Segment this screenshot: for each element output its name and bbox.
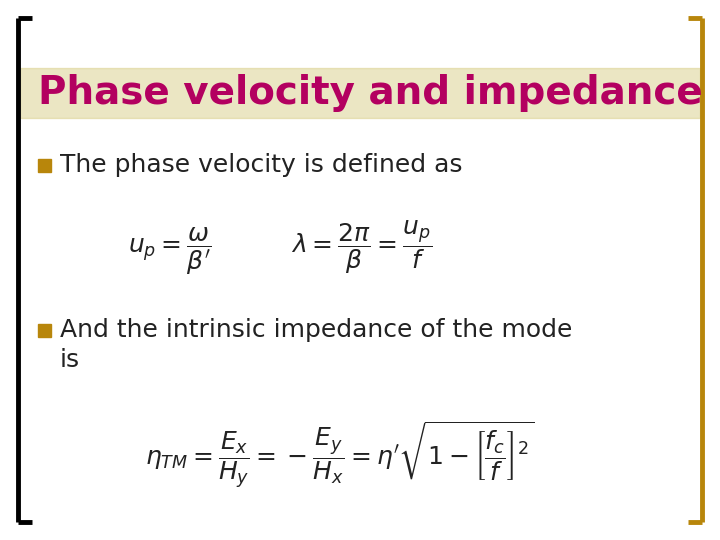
Text: $\eta_{TM} = \dfrac{E_x}{H_y} = -\dfrac{E_y}{H_x} = \eta^{\prime}\sqrt{1 - \left: $\eta_{TM} = \dfrac{E_x}{H_y} = -\dfrac{… [145, 420, 534, 491]
Bar [20, 68, 700, 118]
Text: The phase velocity is defined as: The phase velocity is defined as [60, 153, 462, 177]
Bar [38, 323, 51, 336]
Text: And the intrinsic impedance of the mode: And the intrinsic impedance of the mode [60, 318, 572, 342]
Text: $u_p = \dfrac{\omega}{\beta'}$          $\lambda = \dfrac{2\pi}{\beta} = \dfrac{: $u_p = \dfrac{\omega}{\beta'}$ $\lambda … [128, 219, 432, 277]
Bar [38, 159, 51, 172]
Text: is: is [60, 348, 80, 372]
Text: Phase velocity and impedance: Phase velocity and impedance [38, 74, 703, 112]
